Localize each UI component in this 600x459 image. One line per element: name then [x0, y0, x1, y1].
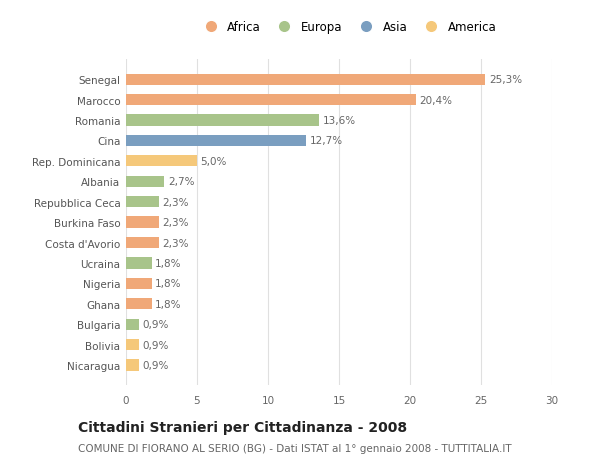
Bar: [126, 278, 152, 289]
Bar: [126, 115, 319, 126]
Text: 1,8%: 1,8%: [155, 279, 182, 289]
Bar: [126, 237, 158, 249]
Bar: [126, 359, 139, 371]
Text: 20,4%: 20,4%: [419, 95, 452, 106]
Bar: [126, 298, 152, 310]
Text: 2,3%: 2,3%: [162, 197, 189, 207]
Text: 2,3%: 2,3%: [162, 218, 189, 228]
Text: Cittadini Stranieri per Cittadinanza - 2008: Cittadini Stranieri per Cittadinanza - 2…: [78, 420, 407, 434]
Text: 2,3%: 2,3%: [162, 238, 189, 248]
Bar: [126, 339, 139, 350]
Text: 12,7%: 12,7%: [310, 136, 343, 146]
Bar: [126, 217, 158, 228]
Bar: [126, 95, 416, 106]
Bar: [126, 196, 158, 208]
Text: 13,6%: 13,6%: [323, 116, 356, 126]
Text: 5,0%: 5,0%: [200, 157, 227, 167]
Text: 25,3%: 25,3%: [489, 75, 522, 85]
Bar: [126, 258, 152, 269]
Text: 0,9%: 0,9%: [142, 360, 169, 370]
Text: 0,9%: 0,9%: [142, 340, 169, 350]
Bar: [126, 135, 307, 147]
Text: COMUNE DI FIORANO AL SERIO (BG) - Dati ISTAT al 1° gennaio 2008 - TUTTITALIA.IT: COMUNE DI FIORANO AL SERIO (BG) - Dati I…: [78, 443, 512, 453]
Text: 2,7%: 2,7%: [168, 177, 194, 187]
Text: 1,8%: 1,8%: [155, 258, 182, 269]
Bar: [126, 176, 164, 187]
Text: 0,9%: 0,9%: [142, 319, 169, 330]
Bar: [126, 319, 139, 330]
Bar: [126, 156, 197, 167]
Legend: Africa, Europa, Asia, America: Africa, Europa, Asia, America: [194, 17, 501, 39]
Bar: [126, 74, 485, 86]
Text: 1,8%: 1,8%: [155, 299, 182, 309]
